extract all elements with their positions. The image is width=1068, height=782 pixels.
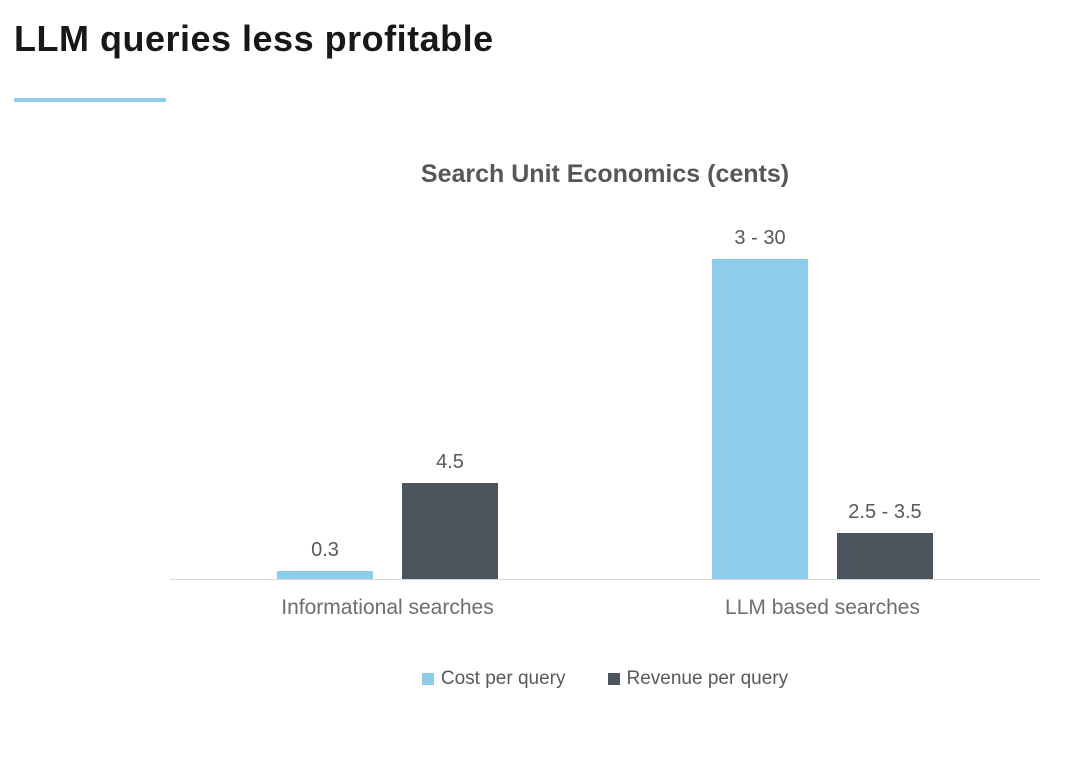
legend-swatch-revenue-per-query xyxy=(607,673,620,685)
category-label-informational-searches: Informational searches xyxy=(281,596,494,619)
title-underline xyxy=(14,98,166,102)
chart-title: Search Unit Economics (cents) xyxy=(420,160,790,188)
bar-revenue-per-query-informational-searches xyxy=(402,483,498,579)
bar-wrap: 4.5 xyxy=(402,451,498,579)
category-axis: Informational searches LLM based searches xyxy=(170,596,1040,620)
bar-group-informational-searches: 0.3 4.5 xyxy=(170,451,605,579)
legend-label: Revenue per query xyxy=(626,668,789,689)
bar-value-label: 4.5 xyxy=(436,451,464,473)
bar-cost-per-query-informational-searches xyxy=(277,571,373,579)
legend-swatch-cost-per-query xyxy=(421,673,434,685)
legend-label: Cost per query xyxy=(440,668,566,689)
bar-value-label: 2.5 - 3.5 xyxy=(848,501,922,523)
bar-value-label: 0.3 xyxy=(311,539,339,561)
legend-item-revenue-per-query: Revenue per query xyxy=(607,668,789,690)
plot-area: 0.3 4.5 3 - 30 2.5 - 3.5 xyxy=(170,217,1040,580)
bar-wrap: 3 - 30 xyxy=(712,227,808,579)
bar-chart: Search Unit Economics (cents) 0.3 4.5 3 - … xyxy=(170,160,1040,690)
bar-cost-per-query-llm-based-searches xyxy=(712,259,808,579)
category-label-llm-based-searches: LLM based searches xyxy=(725,596,920,619)
bar-group-llm-based-searches: 3 - 30 2.5 - 3.5 xyxy=(605,227,1040,579)
legend-item-cost-per-query: Cost per query xyxy=(421,668,566,690)
bar-wrap: 0.3 xyxy=(277,539,373,579)
bar-revenue-per-query-llm-based-searches xyxy=(837,533,933,579)
bar-value-label: 3 - 30 xyxy=(734,227,786,249)
page-title: LLM queries less profitable xyxy=(14,18,494,59)
bar-wrap: 2.5 - 3.5 xyxy=(837,501,933,579)
chart-legend: Cost per query Revenue per query xyxy=(170,668,1040,690)
